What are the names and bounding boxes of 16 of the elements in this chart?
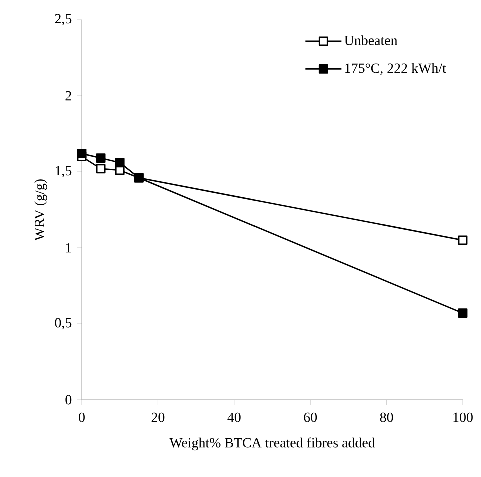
x-tick-label: 20 (152, 412, 165, 422)
y-tick-label: 0,5 (55, 318, 72, 330)
y-tick-label: 1,5 (56, 166, 72, 178)
legend-label: Unbeaten (344, 36, 398, 46)
y-tick-label: 2 (66, 91, 72, 101)
x-tick-label: 0 (79, 412, 85, 422)
legend-label: 175°C, 222 kWh/t (346, 63, 446, 76)
x-axis-title: Weight% BTCA treated fibres added (170, 438, 376, 451)
y-tick-label: 1 (66, 243, 72, 253)
x-tick-label: 60 (304, 412, 318, 422)
y-axis-title: WRV (g/g) (34, 180, 48, 241)
y-tick-label: 2,5 (55, 14, 72, 26)
y-tick-label: 0 (66, 395, 72, 405)
x-tick-label: 100 (454, 412, 473, 422)
x-tick-label: 80 (380, 412, 394, 422)
x-tick-label: 40 (228, 412, 241, 422)
